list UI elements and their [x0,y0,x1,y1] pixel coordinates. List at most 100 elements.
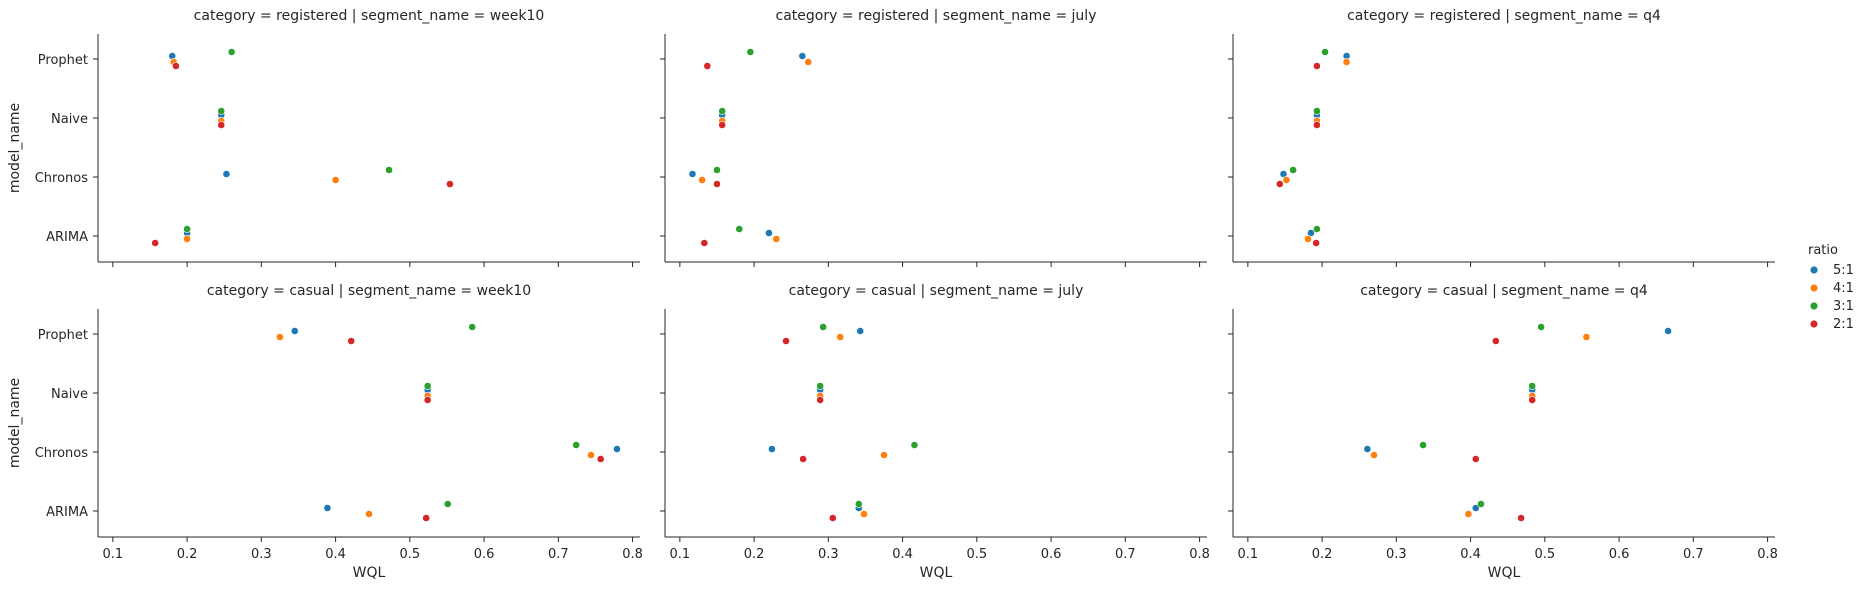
data-point [596,455,605,463]
data-point [768,445,776,453]
y-axis-title: model_name [7,103,23,193]
x-tick-label: 0.3 [818,547,839,562]
data-point [816,396,825,404]
x-axis-title: WQL [353,565,386,581]
data-point [1664,327,1672,335]
x-tick-label: 0.3 [251,547,272,562]
data-point [323,504,332,512]
panel-title: category = casual | segment_name = week1… [207,283,531,299]
y-tick-label: Chronos [35,446,89,461]
data-point [782,337,790,345]
x-tick-label: 0.6 [474,547,495,562]
data-point [422,514,431,522]
x-tick-label: 0.7 [548,547,569,562]
data-point [700,239,709,247]
y-tick-label: ARIMA [46,505,88,520]
data-point [746,48,755,56]
data-point [698,176,707,184]
data-point [1491,337,1500,345]
data-point [1304,235,1312,243]
data-point [718,107,727,115]
data-point [1321,48,1329,56]
data-point [1312,239,1321,247]
x-tick-label: 0.5 [966,547,987,562]
x-tick-label: 0.4 [1460,547,1481,562]
data-point [1582,333,1591,341]
x-tick-label: 0.5 [399,547,420,562]
data-point [1282,176,1291,184]
panel-title: category = registered | segment_name = q… [1347,8,1661,24]
data-point [290,327,299,335]
x-tick-label: 0.2 [177,547,198,562]
data-point [613,445,621,453]
data-point [1537,323,1546,331]
x-tick-label: 0.1 [103,547,124,562]
x-tick-label: 0.5 [1534,547,1555,562]
data-point [703,62,712,70]
data-point [227,48,236,56]
legend-marker [1810,266,1818,274]
data-point [910,441,919,449]
legend-label: 4:1 [1833,281,1854,296]
y-tick-label: Chronos [35,171,89,186]
data-point [798,52,807,60]
data-point [222,170,231,178]
x-axis-title: WQL [1488,565,1521,581]
data-point [1471,504,1480,512]
data-point [1312,107,1321,115]
data-point [819,323,828,331]
y-tick-label: ARIMA [46,230,88,245]
x-tick-label: 0.2 [744,547,765,562]
data-point [854,500,863,508]
x-tick-label: 0.4 [325,547,346,562]
data-point [1312,62,1321,70]
legend-marker [1810,320,1818,328]
data-point [1471,455,1480,463]
data-point [572,441,581,449]
y-tick-label: Naive [51,112,88,127]
x-tick-label: 0.8 [1189,547,1210,562]
data-point [799,455,807,463]
y-tick-label: Prophet [38,53,88,68]
data-point [828,514,837,522]
data-point [713,180,721,188]
x-tick-label: 0.2 [1312,547,1333,562]
data-point [423,396,432,404]
data-point [816,382,825,390]
data-point [183,225,191,233]
x-tick-label: 0.4 [892,547,913,562]
data-point [856,327,865,335]
panel-title: category = registered | segment_name = w… [194,8,545,24]
data-point [1419,441,1427,449]
y-tick-label: Prophet [38,328,88,343]
y-axis-title: model_name [7,378,23,468]
legend-title: ratio [1808,243,1838,258]
panel-title: category = casual | segment_name = q4 [1360,283,1648,299]
data-point [151,239,160,247]
data-point [1477,500,1485,508]
data-point [347,337,356,345]
legend-label: 2:1 [1833,317,1854,332]
data-point [1528,382,1537,390]
data-point [880,451,888,459]
data-point [1342,58,1351,66]
legend-marker [1810,302,1818,310]
data-point [1370,451,1378,459]
data-point [385,166,393,174]
data-point [183,235,191,243]
y-tick-label: Naive [51,387,88,402]
data-point [1275,180,1284,188]
data-point [1312,121,1321,129]
x-tick-label: 0.8 [1757,547,1778,562]
data-point [276,333,284,341]
x-tick-label: 0.3 [1386,547,1407,562]
legend-label: 3:1 [1833,299,1854,314]
panel-title: category = registered | segment_name = j… [776,8,1097,24]
x-axis-title: WQL [920,565,953,581]
x-tick-label: 0.1 [670,547,691,562]
x-tick-label: 0.7 [1683,547,1704,562]
x-tick-label: 0.6 [1041,547,1062,562]
data-point [772,235,781,243]
x-tick-label: 0.7 [1115,547,1136,562]
